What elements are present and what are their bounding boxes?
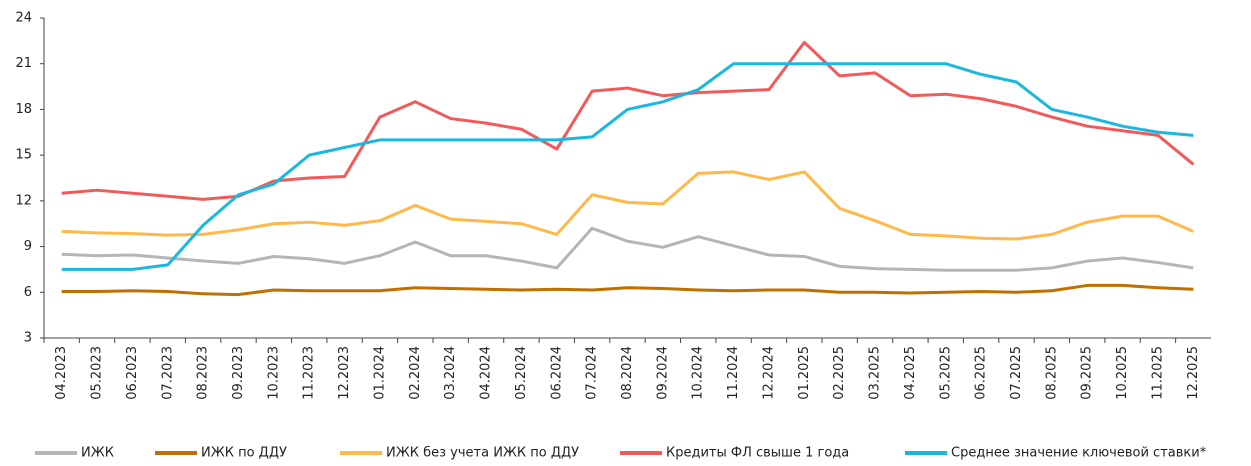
x-tick-label: 05.2024 — [514, 346, 529, 400]
series-line — [61, 226, 1194, 272]
x-tick-label: 05.2023 — [90, 346, 105, 400]
x-tick-label: 09.2025 — [1080, 346, 1095, 400]
x-tick-label: 11.2023 — [302, 346, 317, 400]
y-tick-label: 6 — [24, 285, 32, 300]
legend-label: ИЖК по ДДУ — [201, 446, 287, 461]
y-tick-label: 18 — [15, 102, 32, 117]
x-tick-label: 06.2024 — [549, 346, 564, 400]
x-tick-label: 09.2023 — [231, 346, 246, 400]
x-tick-label: 01.2024 — [372, 346, 387, 400]
x-tick-label: 03.2024 — [443, 346, 458, 400]
series-line — [61, 283, 1194, 297]
y-tick-label: 9 — [24, 239, 32, 254]
x-tick-label: 06.2025 — [974, 346, 989, 400]
series-line — [61, 170, 1194, 241]
x-tick-label: 07.2024 — [585, 346, 600, 400]
x-tick-label: 12.2025 — [1186, 346, 1201, 400]
x-tick-label: 02.2024 — [408, 346, 423, 400]
x-tick-label: 12.2023 — [337, 346, 352, 400]
y-tick-label: 3 — [24, 331, 32, 346]
x-tick-label: 06.2023 — [125, 346, 140, 400]
y-tick-label: 15 — [15, 148, 32, 163]
x-tick-label: 04.2025 — [903, 346, 918, 400]
x-tick-label: 04.2023 — [54, 346, 69, 400]
x-tick-label: 12.2024 — [761, 346, 776, 400]
series-line — [61, 40, 1195, 201]
x-tick-label: 10.2024 — [691, 346, 706, 400]
x-tick-label: 05.2025 — [938, 346, 953, 400]
y-tick-label: 12 — [15, 193, 32, 208]
x-tick-label: 03.2025 — [868, 346, 883, 400]
x-tick-label: 11.2024 — [726, 346, 741, 400]
x-tick-label: 11.2025 — [1150, 346, 1165, 400]
x-tick-label: 10.2023 — [266, 346, 281, 400]
legend-label: ИЖК — [81, 446, 114, 461]
x-tick-label: 02.2025 — [832, 346, 847, 400]
legend-label: Кредиты ФЛ свыше 1 года — [666, 446, 849, 461]
x-tick-label: 04.2024 — [479, 346, 494, 400]
y-tick-label: 21 — [15, 56, 32, 71]
y-tick-label: 24 — [15, 11, 32, 26]
x-tick-label: 08.2025 — [1044, 346, 1059, 400]
x-tick-label: 07.2023 — [160, 346, 175, 400]
x-tick-label: 07.2025 — [1009, 346, 1024, 400]
x-tick-label: 01.2025 — [797, 346, 812, 400]
x-tick-label: 09.2024 — [655, 346, 670, 400]
x-tick-label: 08.2023 — [196, 346, 211, 400]
x-tick-label: 10.2025 — [1115, 346, 1130, 400]
x-tick-label: 08.2024 — [620, 346, 635, 400]
legend-label: Среднее значение ключевой ставки* — [951, 446, 1207, 461]
series-line — [61, 62, 1194, 271]
legend-label: ИЖК без учета ИЖК по ДДУ — [386, 446, 579, 461]
